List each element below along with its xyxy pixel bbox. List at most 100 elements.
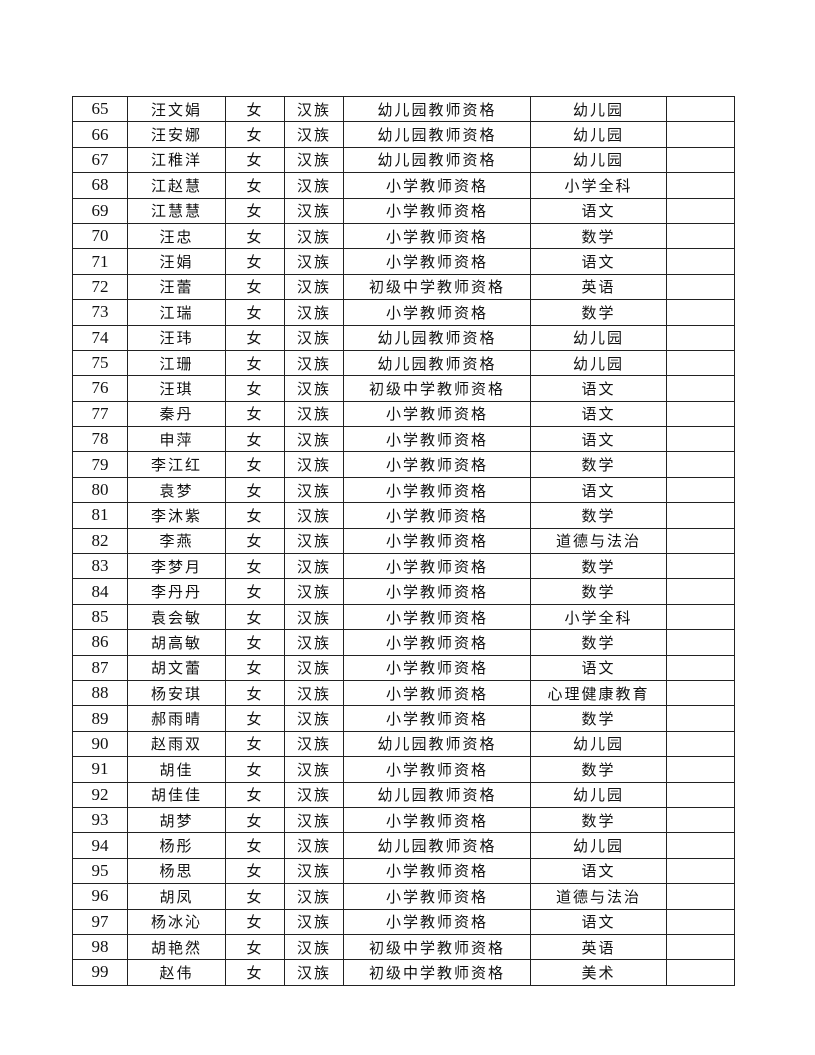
row-number-cell: 95 [72, 857, 128, 885]
subject-cell: 美术 [530, 959, 667, 986]
table-row: 80 袁梦女汉族 小学教师资格 语文 [72, 476, 735, 504]
subject-cell: 小学全科 [530, 603, 667, 631]
qualification-cell: 小学教师资格 [343, 679, 531, 707]
name-cell: 李丹丹 [127, 578, 226, 605]
table-row: 97 杨冰沁女汉族 小学教师资格 语文 [72, 908, 735, 935]
table-row: 84 李丹丹女汉族 小学教师资格 数学 [72, 578, 735, 605]
row-number-cell: 76 [72, 375, 128, 402]
row-number-cell: 79 [72, 451, 128, 478]
ethnicity-cell: 汉族 [284, 299, 344, 326]
remarks-cell [666, 679, 735, 707]
gender-cell: 女 [225, 222, 285, 250]
row-number-cell: 70 [72, 222, 128, 250]
remarks-cell [666, 553, 735, 580]
ethnicity-cell: 汉族 [284, 375, 344, 402]
ethnicity-cell: 汉族 [284, 95, 344, 123]
ethnicity-cell: 汉族 [284, 502, 344, 529]
remarks-cell [666, 273, 735, 301]
name-cell: 汪安娜 [127, 121, 226, 148]
remarks-cell [666, 832, 735, 859]
subject-cell: 幼儿园 [530, 146, 667, 174]
qualification-cell: 小学教师资格 [343, 197, 531, 224]
ethnicity-cell: 汉族 [284, 832, 344, 859]
ethnicity-cell: 汉族 [284, 324, 344, 351]
remarks-cell [666, 578, 735, 605]
row-number-cell: 82 [72, 527, 128, 555]
table-row: 72 汪蕾女汉族 初级中学教师资格 英语 [72, 273, 735, 301]
row-number-cell: 88 [72, 679, 128, 707]
table-row: 65 汪文娟女汉族 幼儿园教师资格 幼儿园 [72, 95, 735, 123]
table-row: 90 赵雨双女汉族 幼儿园教师资格 幼儿园 [72, 730, 735, 758]
gender-cell: 女 [225, 248, 285, 275]
gender-cell: 女 [225, 679, 285, 707]
subject-cell: 语文 [530, 908, 667, 935]
subject-cell: 数学 [530, 222, 667, 250]
remarks-cell [666, 603, 735, 631]
table-row: 69 江慧慧女汉族 小学教师资格 语文 [72, 197, 735, 224]
subject-cell: 幼儿园 [530, 832, 667, 859]
row-number-cell: 68 [72, 172, 128, 199]
table-row: 81 李沐紫女汉族 小学教师资格 数学 [72, 502, 735, 529]
subject-cell: 数学 [530, 553, 667, 580]
table-row: 91 胡佳女汉族 小学教师资格 数学 [72, 756, 735, 783]
remarks-cell [666, 299, 735, 326]
name-cell: 江珊 [127, 349, 226, 377]
remarks-cell [666, 959, 735, 986]
remarks-cell [666, 654, 735, 681]
table-row: 94 杨彤女汉族 幼儿园教师资格 幼儿园 [72, 832, 735, 859]
remarks-cell [666, 730, 735, 758]
row-number-cell: 80 [72, 476, 128, 504]
table-row: 67 江稚洋女汉族 幼儿园教师资格 幼儿园 [72, 146, 735, 174]
row-number-cell: 92 [72, 781, 128, 808]
row-number-cell: 91 [72, 756, 128, 783]
ethnicity-cell: 汉族 [284, 603, 344, 631]
table-row: 92 胡佳佳女汉族 幼儿园教师资格 幼儿园 [72, 781, 735, 808]
qualification-cell: 小学教师资格 [343, 908, 531, 935]
table-row: 82 李燕女汉族 小学教师资格 道德与法治 [72, 527, 735, 555]
remarks-cell [666, 756, 735, 783]
subject-cell: 语文 [530, 857, 667, 885]
qualification-cell: 小学教师资格 [343, 451, 531, 478]
row-number-cell: 93 [72, 806, 128, 834]
remarks-cell [666, 95, 735, 123]
table-row: 70 汪忠女汉族 小学教师资格 数学 [72, 222, 735, 250]
table-row: 86 胡高敏女汉族 小学教师资格 数学 [72, 629, 735, 656]
table-row: 99 赵伟女汉族 初级中学教师资格 美术 [72, 959, 735, 986]
subject-cell: 幼儿园 [530, 324, 667, 351]
name-cell: 李燕 [127, 527, 226, 555]
qualification-cell: 小学教师资格 [343, 476, 531, 504]
subject-cell: 语文 [530, 248, 667, 275]
row-number-cell: 72 [72, 273, 128, 301]
remarks-cell [666, 451, 735, 478]
gender-cell: 女 [225, 603, 285, 631]
name-cell: 胡文蕾 [127, 654, 226, 681]
name-cell: 赵伟 [127, 959, 226, 986]
table-row: 88 杨安琪女汉族 小学教师资格 心理健康教育 [72, 679, 735, 707]
qualification-cell: 小学教师资格 [343, 502, 531, 529]
table-row: 73 江瑞女汉族 小学教师资格 数学 [72, 299, 735, 326]
gender-cell: 女 [225, 959, 285, 986]
row-number-cell: 89 [72, 705, 128, 732]
name-cell: 胡佳佳 [127, 781, 226, 808]
gender-cell: 女 [225, 908, 285, 935]
ethnicity-cell: 汉族 [284, 121, 344, 148]
ethnicity-cell: 汉族 [284, 883, 344, 910]
ethnicity-cell: 汉族 [284, 857, 344, 885]
name-cell: 杨彤 [127, 832, 226, 859]
row-number-cell: 77 [72, 400, 128, 428]
table-row: 96 胡凤女汉族 小学教师资格 道德与法治 [72, 883, 735, 910]
name-cell: 李沐紫 [127, 502, 226, 529]
ethnicity-cell: 汉族 [284, 654, 344, 681]
row-number-cell: 71 [72, 248, 128, 275]
gender-cell: 女 [225, 883, 285, 910]
subject-cell: 英语 [530, 933, 667, 961]
row-number-cell: 67 [72, 146, 128, 174]
ethnicity-cell: 汉族 [284, 273, 344, 301]
gender-cell: 女 [225, 95, 285, 123]
subject-cell: 数学 [530, 502, 667, 529]
remarks-cell [666, 121, 735, 148]
gender-cell: 女 [225, 629, 285, 656]
qualification-cell: 初级中学教师资格 [343, 959, 531, 986]
table-row: 85 袁会敏女汉族 小学教师资格 小学全科 [72, 603, 735, 631]
ethnicity-cell: 汉族 [284, 578, 344, 605]
